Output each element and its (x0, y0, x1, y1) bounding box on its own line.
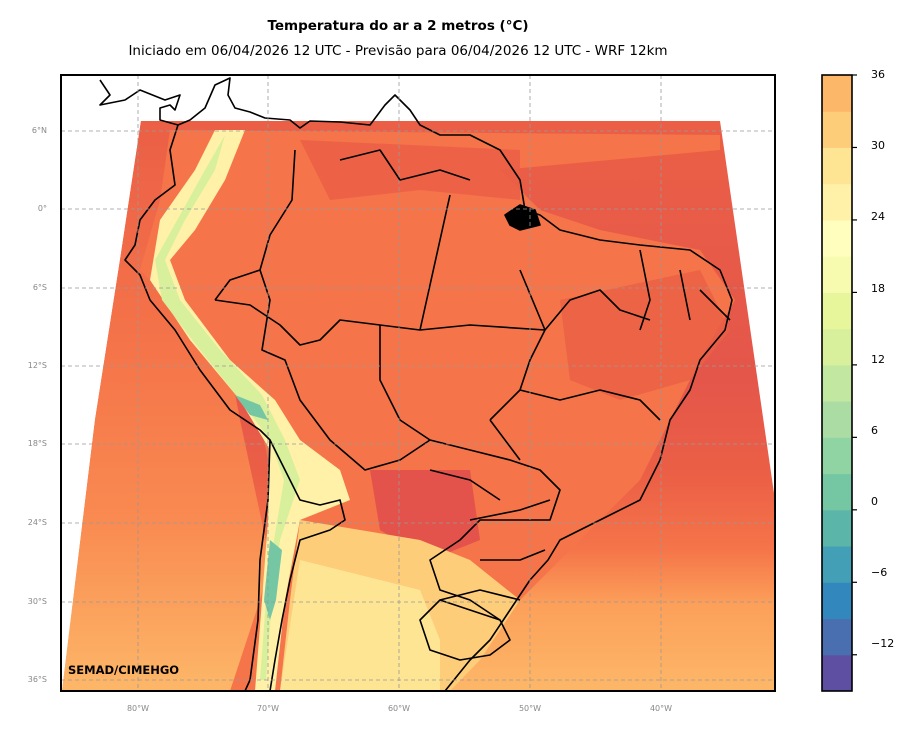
colorbar-label: −12 (871, 637, 895, 650)
colorbar-segment (822, 292, 852, 330)
colorbar-ticks (852, 74, 857, 656)
brazil-border-north (214, 299, 546, 346)
amazon-delta (504, 204, 541, 231)
lat-label: 6°S (32, 283, 47, 292)
colorbar-segment (822, 654, 852, 692)
lat-label: 24°S (27, 518, 47, 527)
colorbar-label: 36 (871, 68, 885, 81)
lat-label: 0° (37, 204, 47, 213)
colorbar-segment (822, 364, 852, 402)
colorbar-segment (822, 219, 852, 257)
colorbar-segment (822, 256, 852, 293)
colorbar-label: 6 (871, 424, 878, 437)
colorbar-label: 24 (871, 210, 885, 223)
lat-label: 30°S (27, 597, 47, 606)
colorbar-frame (821, 74, 853, 692)
colorbar-segment (822, 509, 852, 547)
lon-label: 40°W (649, 704, 673, 713)
pacific-ocean-field (62, 121, 270, 691)
colorbar-label: 30 (871, 139, 885, 152)
warm-area-northeast (560, 270, 730, 400)
colorbar (822, 75, 852, 692)
andes-border (269, 439, 346, 691)
lon-label: 60°W (387, 704, 411, 713)
colorbar-segment (822, 111, 852, 148)
colorbar-segment (822, 328, 852, 366)
borders (99, 77, 733, 691)
colorbar-label: 18 (871, 282, 885, 295)
colorbar-label: 12 (871, 353, 885, 366)
colorbar-segment (822, 75, 852, 112)
colorbar-segment (822, 618, 852, 656)
lon-label: 80°W (126, 704, 150, 713)
lat-label: 36°S (27, 675, 47, 684)
colorbar-segment (822, 401, 852, 438)
pacific-coast (124, 124, 271, 691)
colorbar-segment (822, 147, 852, 185)
warm-area-north (300, 140, 520, 200)
chart-subtitle: Iniciado em 06/04/2026 12 UTC - Previsão… (128, 43, 668, 59)
lon-label: 70°W (256, 704, 280, 713)
lat-label: 12°S (27, 361, 47, 370)
uruguay-border (419, 599, 511, 661)
chart-title: Temperatura do ar a 2 metros (°C) (267, 18, 529, 34)
central-america-coast (99, 79, 181, 126)
andes-coldest-spots (235, 395, 282, 620)
colorbar-segment (822, 437, 852, 475)
colorbar-label: 0 (871, 495, 878, 508)
state-borders (339, 149, 731, 601)
cool-area-south-2 (280, 560, 440, 691)
map-frame (60, 74, 776, 692)
lat-label: 18°S (27, 439, 47, 448)
brazil-border-west (214, 149, 561, 621)
credit-label: SEMAD/CIMEHGO (68, 663, 180, 677)
colorbar-segment (822, 183, 852, 221)
lon-label: 50°W (518, 704, 542, 713)
colorbar-segment (822, 546, 852, 583)
colorbar-segment (822, 473, 852, 511)
lat-label: 6°N (31, 126, 47, 135)
colorbar-segment (822, 582, 852, 620)
colorbar-label: −6 (871, 566, 888, 579)
gridlines (61, 75, 775, 691)
